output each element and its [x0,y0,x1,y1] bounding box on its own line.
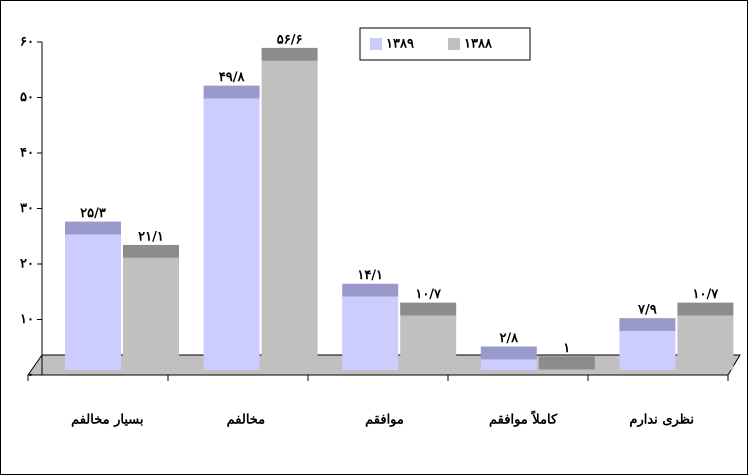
data-label: ۱۴/۱ [357,268,383,283]
bar [400,315,457,370]
legend [359,27,531,61]
bar [261,60,318,371]
y-tick-label: ۳۰ [20,201,34,216]
y-tick-label: ۱۰ [20,312,34,327]
bar [677,315,734,370]
x-tick-label: نظری ندارم [629,413,694,428]
y-tick-label: ۵۰ [20,90,34,105]
x-tick-label: کاملاً موافقم [489,410,558,428]
data-label: ۲/۸ [499,331,519,346]
data-label: ۲۱/۱ [138,229,164,244]
data-label: ۵۶/۶ [277,32,303,47]
bar [342,296,399,370]
bar-top [123,244,179,258]
x-tick-label: بسیار مخالفم [71,413,143,428]
bar [65,234,121,370]
y-tick-label: ۴۰ [20,146,34,161]
legend-label: ۱۳۸۹ [386,37,414,52]
bar [123,257,179,370]
bar-top [400,302,457,316]
legend-label: ۱۳۸۸ [464,37,493,52]
y-tick-label: ۲۰ [20,257,34,272]
bar [203,98,260,371]
bar-top [677,302,734,316]
bar-top [538,356,595,370]
bar [480,359,537,370]
data-label: ۱ [563,341,570,356]
bar-top [619,318,676,332]
data-label: ۲۵/۳ [80,206,106,221]
legend-swatch [448,38,460,50]
bar-top [480,346,537,360]
legend-swatch [370,38,382,50]
bar-top [261,47,318,61]
y-tick-label: ۶۰ [20,35,34,50]
y-tick-label: ۰ [27,368,34,383]
bar-top [203,85,260,99]
bar [538,369,595,370]
data-label: ۱۰/۷ [415,287,442,302]
x-tick-label: مخالفم [227,413,266,428]
x-tick-label: موافقم [365,413,404,428]
data-label: ۴۹/۸ [219,70,246,85]
data-label: ۷/۹ [637,303,657,318]
bar-top [65,221,121,235]
bar [619,331,676,370]
data-label: ۱۰/۷ [693,287,720,302]
bar-top [342,283,399,297]
